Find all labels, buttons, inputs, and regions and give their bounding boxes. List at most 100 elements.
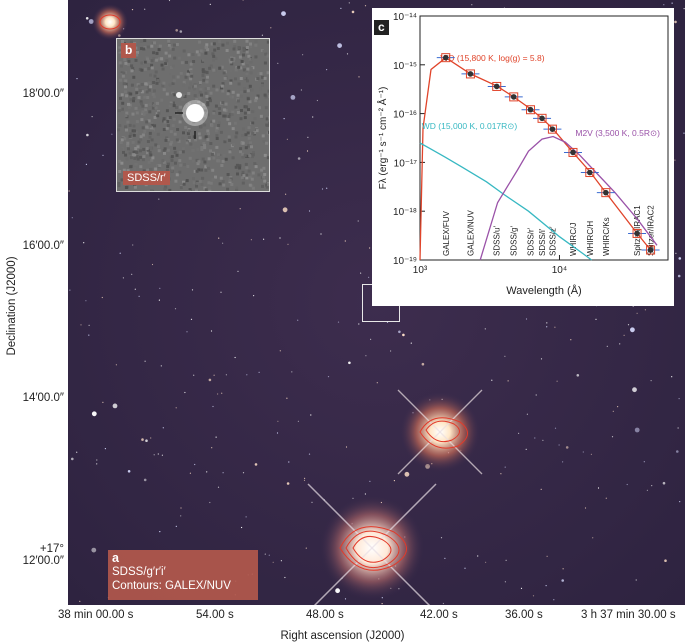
dec-tick-0: 18′00.0″ xyxy=(22,88,64,100)
noise-pixel xyxy=(216,47,220,50)
noise-pixel xyxy=(242,68,246,72)
noise-pixel xyxy=(153,74,157,78)
noise-pixel xyxy=(254,43,258,47)
noise-pixel xyxy=(135,91,139,95)
noise-pixel xyxy=(214,175,217,179)
model-synthetic-flux xyxy=(526,105,536,115)
noise-pixel xyxy=(199,88,203,92)
noise-pixel xyxy=(150,59,154,63)
noise-pixel xyxy=(223,140,227,144)
noise-pixel xyxy=(242,53,245,57)
noise-pixel xyxy=(215,137,219,140)
noise-pixel xyxy=(244,70,248,74)
noise-pixel xyxy=(146,168,150,172)
background-star xyxy=(677,427,679,429)
background-star xyxy=(119,252,121,254)
background-star xyxy=(671,2,673,4)
background-star xyxy=(138,295,140,297)
noise-pixel xyxy=(215,134,219,138)
noise-pixel xyxy=(196,83,200,87)
noise-pixel xyxy=(197,53,201,57)
noise-pixel xyxy=(155,81,159,85)
noise-pixel xyxy=(165,59,169,63)
noise-pixel xyxy=(124,82,128,86)
noise-pixel xyxy=(208,97,212,101)
noise-pixel xyxy=(251,186,255,190)
noise-pixel xyxy=(201,176,205,180)
noise-pixel xyxy=(211,168,215,172)
noise-pixel xyxy=(204,168,208,172)
noise-pixel xyxy=(260,83,264,87)
panel-b-caption: SDSS/r′ xyxy=(123,171,170,185)
background-star xyxy=(562,461,564,463)
noise-pixel xyxy=(129,156,133,160)
background-star xyxy=(68,190,70,192)
noise-pixel xyxy=(257,173,261,177)
noise-pixel xyxy=(221,89,225,93)
noise-pixel xyxy=(241,170,245,174)
filter-label: Spitzer/IRAC2 xyxy=(647,205,656,256)
background-star xyxy=(346,53,349,55)
noise-pixel xyxy=(236,93,240,97)
noise-pixel xyxy=(161,84,165,88)
noise-pixel xyxy=(124,186,128,189)
noise-pixel xyxy=(239,150,242,154)
noise-pixel xyxy=(242,46,246,50)
noise-pixel xyxy=(197,160,201,164)
noise-pixel xyxy=(118,159,122,163)
background-star xyxy=(612,410,614,412)
noise-pixel xyxy=(119,96,122,100)
noise-pixel xyxy=(201,70,205,74)
noise-pixel xyxy=(196,162,200,166)
noise-pixel xyxy=(127,102,130,106)
noise-pixel xyxy=(200,145,204,149)
noise-pixel xyxy=(121,40,124,43)
noise-pixel xyxy=(122,82,126,86)
panel-a-caption-box: a SDSS/g′r′i′ Contours: GALEX/NUV xyxy=(108,550,258,600)
background-star xyxy=(369,247,371,249)
background-star xyxy=(344,240,346,242)
noise-pixel xyxy=(178,170,182,174)
noise-pixel xyxy=(143,130,147,133)
noise-pixel xyxy=(191,159,195,163)
background-star xyxy=(112,403,118,409)
background-star xyxy=(500,473,502,475)
background-star xyxy=(279,237,281,239)
noise-pixel xyxy=(131,140,135,144)
noise-pixel xyxy=(129,132,133,136)
noise-pixel xyxy=(164,51,168,55)
noise-pixel xyxy=(266,156,269,160)
background-star xyxy=(590,453,593,455)
background-star xyxy=(532,595,535,597)
noise-pixel xyxy=(223,76,227,80)
noise-pixel xyxy=(169,46,173,50)
background-star xyxy=(297,319,299,321)
noise-pixel xyxy=(206,87,210,90)
noise-pixel xyxy=(179,186,183,190)
photometry-point xyxy=(527,106,534,113)
noise-pixel xyxy=(159,137,163,141)
noise-pixel xyxy=(154,143,158,147)
noise-pixel xyxy=(241,155,245,159)
background-star xyxy=(217,393,219,395)
noise-pixel xyxy=(244,133,248,137)
noise-pixel xyxy=(165,168,169,172)
background-star xyxy=(102,154,104,156)
noise-pixel xyxy=(142,112,146,116)
background-star xyxy=(96,459,98,461)
background-star xyxy=(145,439,148,443)
background-star xyxy=(337,321,340,323)
noise-pixel xyxy=(149,73,153,77)
background-star xyxy=(162,427,164,429)
background-star xyxy=(71,217,73,219)
noise-pixel xyxy=(185,141,189,145)
photometry-point xyxy=(467,71,474,77)
noise-pixel xyxy=(140,68,144,72)
panel-c-letter: c xyxy=(374,20,389,35)
filter-label: SDSS/z′ xyxy=(548,226,557,256)
background-star xyxy=(190,318,193,320)
noise-pixel xyxy=(198,90,202,94)
background-star xyxy=(327,376,330,378)
noise-pixel xyxy=(170,169,174,173)
noise-pixel xyxy=(232,47,236,51)
